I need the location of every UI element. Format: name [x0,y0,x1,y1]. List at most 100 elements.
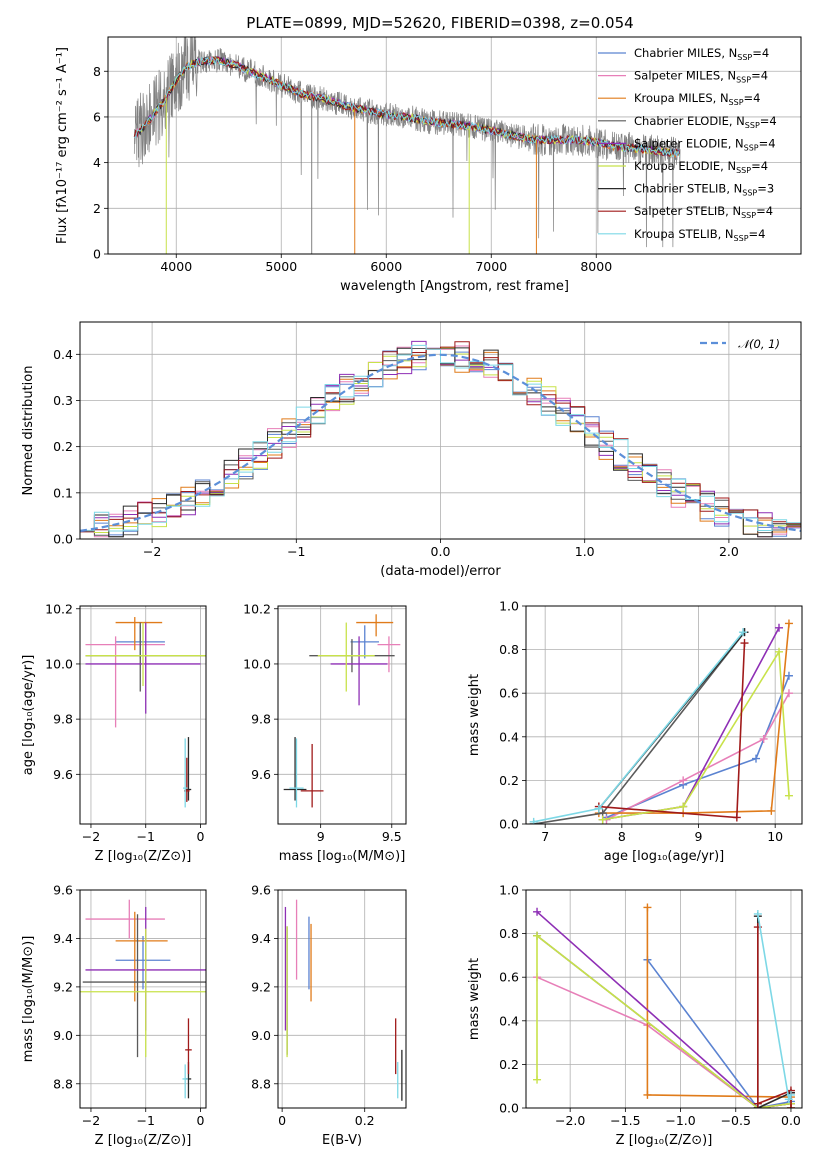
massweight-vs-Z-marker [643,903,652,912]
spectrum-panel: 4000 5000 6000 7000 8000 0 2 4 6 8 wavelength [Ang… [55,36,802,294]
age-vs-Z-xlabel: Z [log₁₀(Z/Z⊙)] [95,849,192,864]
massweight-vs-age-xtick-label: 10 [767,829,783,844]
mass-vs-EBV-ytick-label: 9.0 [251,1028,271,1043]
massweight-vs-age-line-kroupa-elodie [602,649,790,821]
massweight-vs-Z-marker [786,1090,795,1099]
spectrum-xlabel: wavelength [Angstrom, rest frame] [340,279,569,294]
residuals-panel: −2 −1 0.0 1.0 2.0 0.0 0.1 0.2 0.3 0.4 (data-model)… [21,321,802,579]
age-vs-mass-errorbar-kroupa-elodie [317,622,375,692]
massweight-vs-age-ytick-label: 0.8 [499,642,519,657]
massweight-vs-Z-ylabel: mass weight [467,958,482,1040]
mass-vs-Z-errorbar-chabrier-elodie [82,914,206,1058]
residuals-plot-area [80,340,801,538]
massweight-vs-Z-xtick-label: 0.0 [781,1113,801,1128]
massweight-vs-age-panel: 7 8 9 10 0.0 0.2 0.4 0.6 0.8 1.0 age [log₁₀(age/yr… [467,599,803,864]
age-vs-Z-errorbar-salpeter-miles [85,636,165,728]
massweight-vs-age-marker [775,647,783,656]
legend-item-salpeter-stelib: Salpeter STELIB, NSSP=4 [598,204,773,220]
massweight-vs-age-ytick-label: 0.6 [499,686,519,701]
legend-label: Salpeter ELODIE, NSSP=4 [634,136,776,152]
massweight-vs-Z-line-chabrier-miles [646,959,792,1108]
massweight-vs-age-xtick-label: 9 [695,829,703,844]
mass-vs-EBV-xlabel: E(B-V) [322,1133,362,1148]
legend-item-kroupa-stelib: Kroupa STELIB, NSSP=4 [598,227,765,243]
age-vs-Z-ytick-label: 10.0 [45,656,73,671]
age-vs-mass-xlabel: mass [log₁₀(M/M⊙)] [279,849,406,864]
mass-vs-Z-errorbar-salpeter-stelib [185,1018,192,1075]
spectrum-ytick-label: 4 [93,155,101,170]
mass-vs-Z-ytick-label: 9.0 [53,1028,73,1043]
massweight-vs-Z-plot-area [533,903,795,1108]
mass-vs-Z-ylabel: mass [log₁₀(M/M⊙)] [21,936,36,1063]
spectrum-model-line-kroupa-stelib [134,56,681,158]
residuals-hist-kroupa-stelib [80,344,801,532]
massweight-vs-age-ytick-label: 0.2 [499,773,519,788]
mass-vs-EBV-ytick-label: 8.8 [251,1076,271,1091]
residuals-xtick-label: 1.0 [575,544,595,559]
mass-vs-Z-ytick-label: 9.4 [53,931,73,946]
age-vs-mass-ytick-label: 10.2 [243,601,271,616]
age-vs-Z-plot-area [85,617,206,808]
massweight-vs-age-frame [525,605,803,825]
mass-vs-Z-xlabel: Z [log₁₀(Z/Z⊙)] [95,1133,192,1148]
massweight-vs-Z-marker [533,1075,542,1084]
legend-item-salpeter-miles: Salpeter MILES, NSSP=4 [598,69,768,85]
legend-item-salpeter-elodie: Salpeter ELODIE, NSSP=4 [598,136,776,152]
age-vs-Z-errorbar-kroupa-elodie [85,622,206,687]
massweight-vs-Z-marker [784,1095,793,1104]
spectrum-ylabel: Flux [fλ10⁻¹⁷ erg cm⁻² s⁻¹ A⁻¹] [55,47,70,244]
age-vs-Z-ytick-label: 9.6 [53,767,73,782]
massweight-vs-Z-ytick-label: 0.8 [499,926,519,941]
mass-vs-EBV-plot-area [284,899,403,1101]
age-vs-mass-frame [277,605,407,825]
legend-item-kroupa-elodie: Kroupa ELODIE, NSSP=4 [598,159,768,175]
mass-vs-Z-ytick-label: 9.2 [53,979,73,994]
mass-vs-Z-errorbar-salpeter-miles [85,899,165,939]
mass-vs-EBV-xtick-label: 0 [278,1113,286,1128]
massweight-vs-age-marker [529,817,538,824]
massweight-vs-Z-xtick-label: −0.5 [721,1113,751,1128]
mass-vs-Z-ytick-label: 9.6 [53,883,73,898]
residuals-xtick-label: 2.0 [719,544,739,559]
mass-vs-Z-xtick-label: −2 [82,1113,100,1128]
age-vs-Z-ytick-label: 10.2 [45,601,73,616]
residuals-frame [79,321,802,540]
massweight-vs-age-xtick-label: 8 [618,829,626,844]
massweight-vs-Z-marker [753,1099,762,1108]
mass-vs-EBV-frame [277,889,407,1109]
massweight-vs-age-ytick-label: 0.0 [499,817,519,832]
age-vs-Z-panel: −2 −1 0 9.6 9.8 10.0 10.2 Z [log₁₀(Z/Z⊙)] age [l… [21,601,207,864]
spectrum-model-line-salpeter-stelib [133,56,681,157]
massweight-vs-Z-ytick-label: 0.4 [499,1013,519,1028]
massweight-vs-age-marker [767,806,776,815]
residuals-xtick-label: −1 [287,544,305,559]
spectrum-xtick-label: 5000 [265,259,297,274]
age-vs-mass-errorbar-chabrier-stelib [283,737,307,801]
age-vs-Z-frame [79,605,207,825]
massweight-vs-Z-xtick-label: −2.0 [555,1113,585,1128]
age-vs-Z-grid [80,606,206,824]
massweight-vs-age-marker [598,815,607,824]
age-vs-Z-xtick-label: 0 [197,829,205,844]
massweight-vs-age-line-chabrier-miles [606,675,790,819]
age-vs-mass-ytick-label: 10.0 [243,656,271,671]
age-vs-Z-ytick-label: 9.8 [53,712,73,727]
residuals-hist-salpeter-stelib [80,341,801,532]
legend-label: Chabrier STELIB, NSSP=3 [634,182,774,198]
age-vs-mass-errorbar-salpeter-elodie [330,636,388,706]
legend-label: Kroupa MILES, NSSP=4 [634,91,760,107]
massweight-vs-age-marker [740,639,749,648]
massweight-vs-Z-xlabel: Z [log₁₀(Z/Z⊙)] [616,1133,713,1148]
massweight-vs-age-marker [738,628,747,637]
massweight-vs-Z-ytick-label: 0.6 [499,970,519,985]
legend-item-kroupa-miles: Kroupa MILES, NSSP=4 [598,91,760,107]
mass-vs-Z-xtick-label: 0 [197,1113,205,1128]
age-vs-Z-errorbar-kroupa-stelib [182,738,188,808]
legend-item-chabrier-stelib: Chabrier STELIB, NSSP=3 [598,182,774,198]
age-vs-mass-errorbar-kroupa-stelib [289,738,304,808]
legend-label: Chabrier MILES, NSSP=4 [634,46,769,62]
massweight-vs-age-ytick-label: 0.4 [499,729,519,744]
spectrum-frame [107,36,802,255]
massweight-vs-age-marker [752,754,760,763]
